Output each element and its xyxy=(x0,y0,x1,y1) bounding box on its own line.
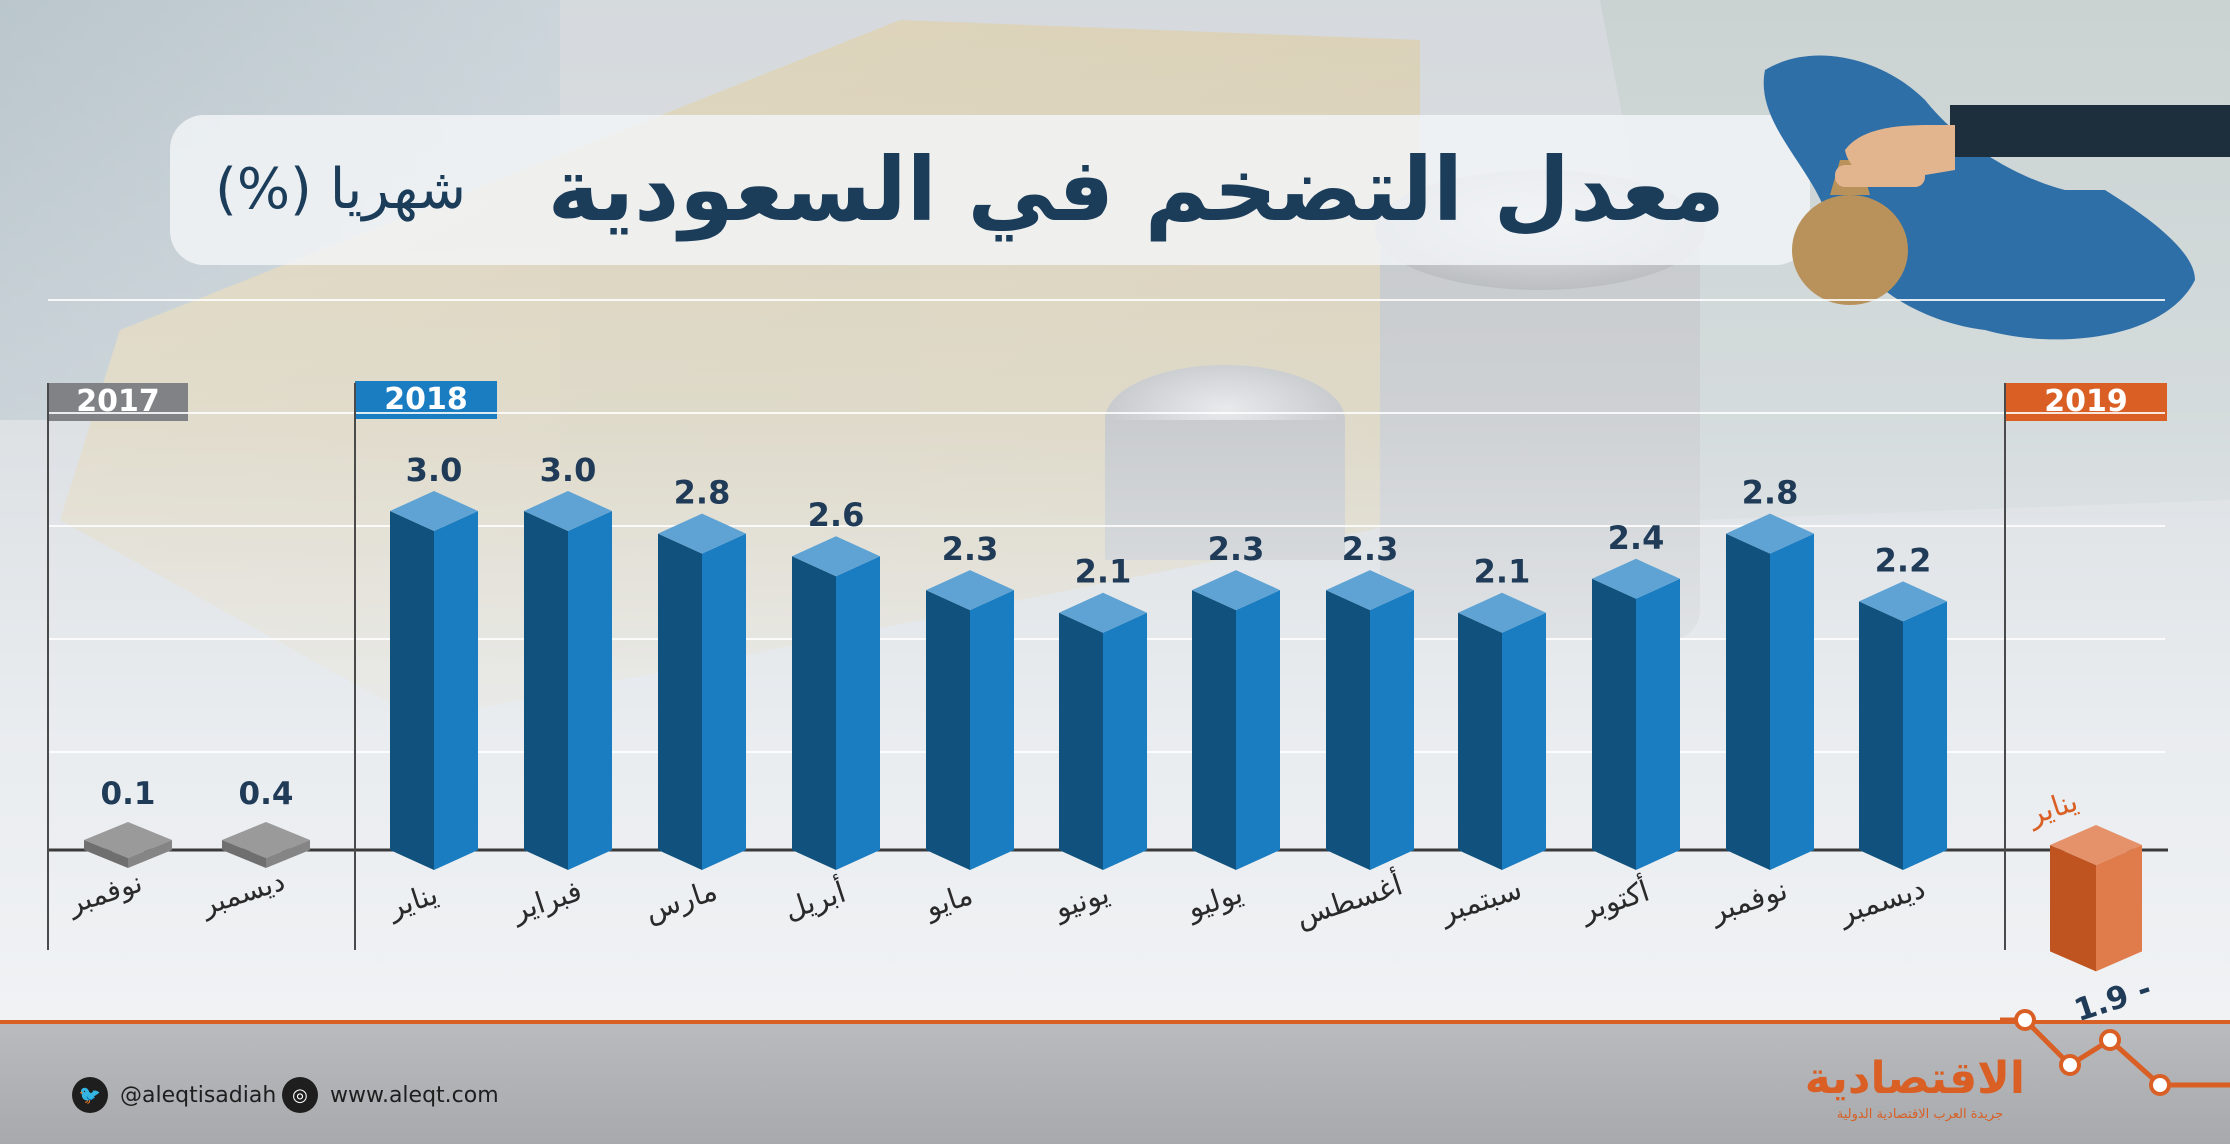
bar-left-face xyxy=(1592,578,1636,870)
bar-left-face xyxy=(222,840,266,868)
bar-right-face xyxy=(1636,578,1680,870)
publisher-logo: الاقتصادية جريدة العرب الاقتصادية الدولي… xyxy=(1804,1052,2025,1132)
chart-title: معدل التضخم في السعودية xyxy=(547,138,1725,241)
category-label: يوليو xyxy=(1181,876,1246,926)
twitter-handle-text: @aleqtisadiah xyxy=(120,1082,277,1108)
category-label: مايو xyxy=(919,877,977,925)
twitter-handle[interactable]: 🐦 @aleqtisadiah xyxy=(72,1073,276,1117)
bar-right-face xyxy=(434,511,478,870)
category-label: ديسمبر xyxy=(195,864,288,922)
data-label: 0.1 xyxy=(101,776,156,812)
category-label: أكتوبر xyxy=(1574,871,1654,928)
bar-right-face xyxy=(1502,612,1546,870)
trend-line-icon xyxy=(2000,1009,2230,1096)
data-label: 3.0 xyxy=(540,451,597,489)
bar-top-face xyxy=(926,570,1014,611)
data-label: 2.6 xyxy=(808,496,865,534)
bar-right-face xyxy=(1903,601,1947,870)
bar-left-face xyxy=(926,590,970,870)
bar-right-face xyxy=(128,840,172,868)
data-label: 2.3 xyxy=(1342,530,1399,568)
category-label: مارس xyxy=(641,873,722,928)
bar-left-face xyxy=(1726,533,1770,870)
footer-divider xyxy=(0,1020,2230,1024)
bar-top-face xyxy=(1859,581,1947,622)
data-label: 2.1 xyxy=(1075,553,1132,591)
bar-right-face xyxy=(970,590,1014,870)
bar-top-face xyxy=(1059,592,1147,633)
bar-left-face xyxy=(1059,612,1103,870)
bar-right-face xyxy=(836,556,880,870)
data-label: 2.3 xyxy=(1208,530,1265,568)
website-link[interactable]: ◎ www.aleqt.com xyxy=(282,1073,499,1117)
footer xyxy=(0,1022,2230,1144)
bar-right-face xyxy=(1770,533,1814,870)
bar-right-face xyxy=(266,840,310,868)
bar-left-face xyxy=(390,511,434,870)
category-label: يناير xyxy=(382,877,442,925)
category-label: فبراير xyxy=(506,873,586,928)
bar-top-face xyxy=(1592,558,1680,599)
category-label: ديسمبر xyxy=(1833,871,1929,931)
logo-wordmark: الاقتصادية xyxy=(1804,1053,2025,1104)
bar-right-face xyxy=(1103,612,1147,870)
bar-left-face xyxy=(1192,590,1236,870)
data-label: 0.4 xyxy=(239,776,294,812)
category-label: نوفمبر xyxy=(1704,872,1791,929)
website-text: www.aleqt.com xyxy=(330,1082,499,1108)
category-label: أغسطس xyxy=(1290,864,1406,933)
bar-right-face xyxy=(702,533,746,870)
bar-top-face xyxy=(1326,570,1414,611)
data-label: 3.0 xyxy=(406,451,463,489)
bar-right-face xyxy=(2096,845,2142,972)
bar-top-face xyxy=(390,491,478,531)
data-label: 2.2 xyxy=(1875,541,1932,579)
bar-left-face xyxy=(2050,845,2096,972)
bar-top-face xyxy=(792,536,880,577)
bar-left-face xyxy=(1859,601,1903,870)
globe-icon: ◎ xyxy=(282,1077,318,1113)
bar-top-face xyxy=(1726,513,1814,554)
bar-top-face xyxy=(2050,825,2142,865)
category-label: نوفمبر xyxy=(62,866,146,921)
bar-top-face xyxy=(1192,570,1280,611)
data-label: 2.8 xyxy=(674,474,731,512)
bar-top-face xyxy=(524,491,612,531)
bar-left-face xyxy=(658,533,702,870)
data-label: 2.4 xyxy=(1608,519,1665,557)
title-banner xyxy=(170,115,1810,265)
bar-left-face xyxy=(1326,590,1370,870)
category-label: يونيو xyxy=(1049,876,1114,926)
bar-right-face xyxy=(1236,590,1280,870)
bar-right-face xyxy=(568,511,612,870)
logo-tagline: جريدة العرب الاقتصادية الدولية xyxy=(1836,1107,2004,1122)
bar-left-face xyxy=(1458,612,1502,870)
category-label: أبريل xyxy=(779,872,850,926)
bar-left-face xyxy=(524,511,568,870)
data-label: 2.3 xyxy=(942,530,999,568)
bar-top-face xyxy=(1458,592,1546,633)
saudi-map-icon xyxy=(1763,55,2230,340)
data-label: 2.8 xyxy=(1742,474,1799,512)
bar-top-face xyxy=(658,513,746,554)
bar-left-face xyxy=(792,556,836,870)
data-label: 2.1 xyxy=(1474,553,1531,591)
category-label: سبتمبر xyxy=(1434,871,1526,930)
category-label: يناير xyxy=(2022,784,2082,832)
bar-right-face xyxy=(1370,590,1414,870)
bar-left-face xyxy=(84,840,128,868)
chart-subtitle: شهريا (%) xyxy=(215,157,466,222)
twitter-icon: 🐦 xyxy=(72,1077,108,1113)
